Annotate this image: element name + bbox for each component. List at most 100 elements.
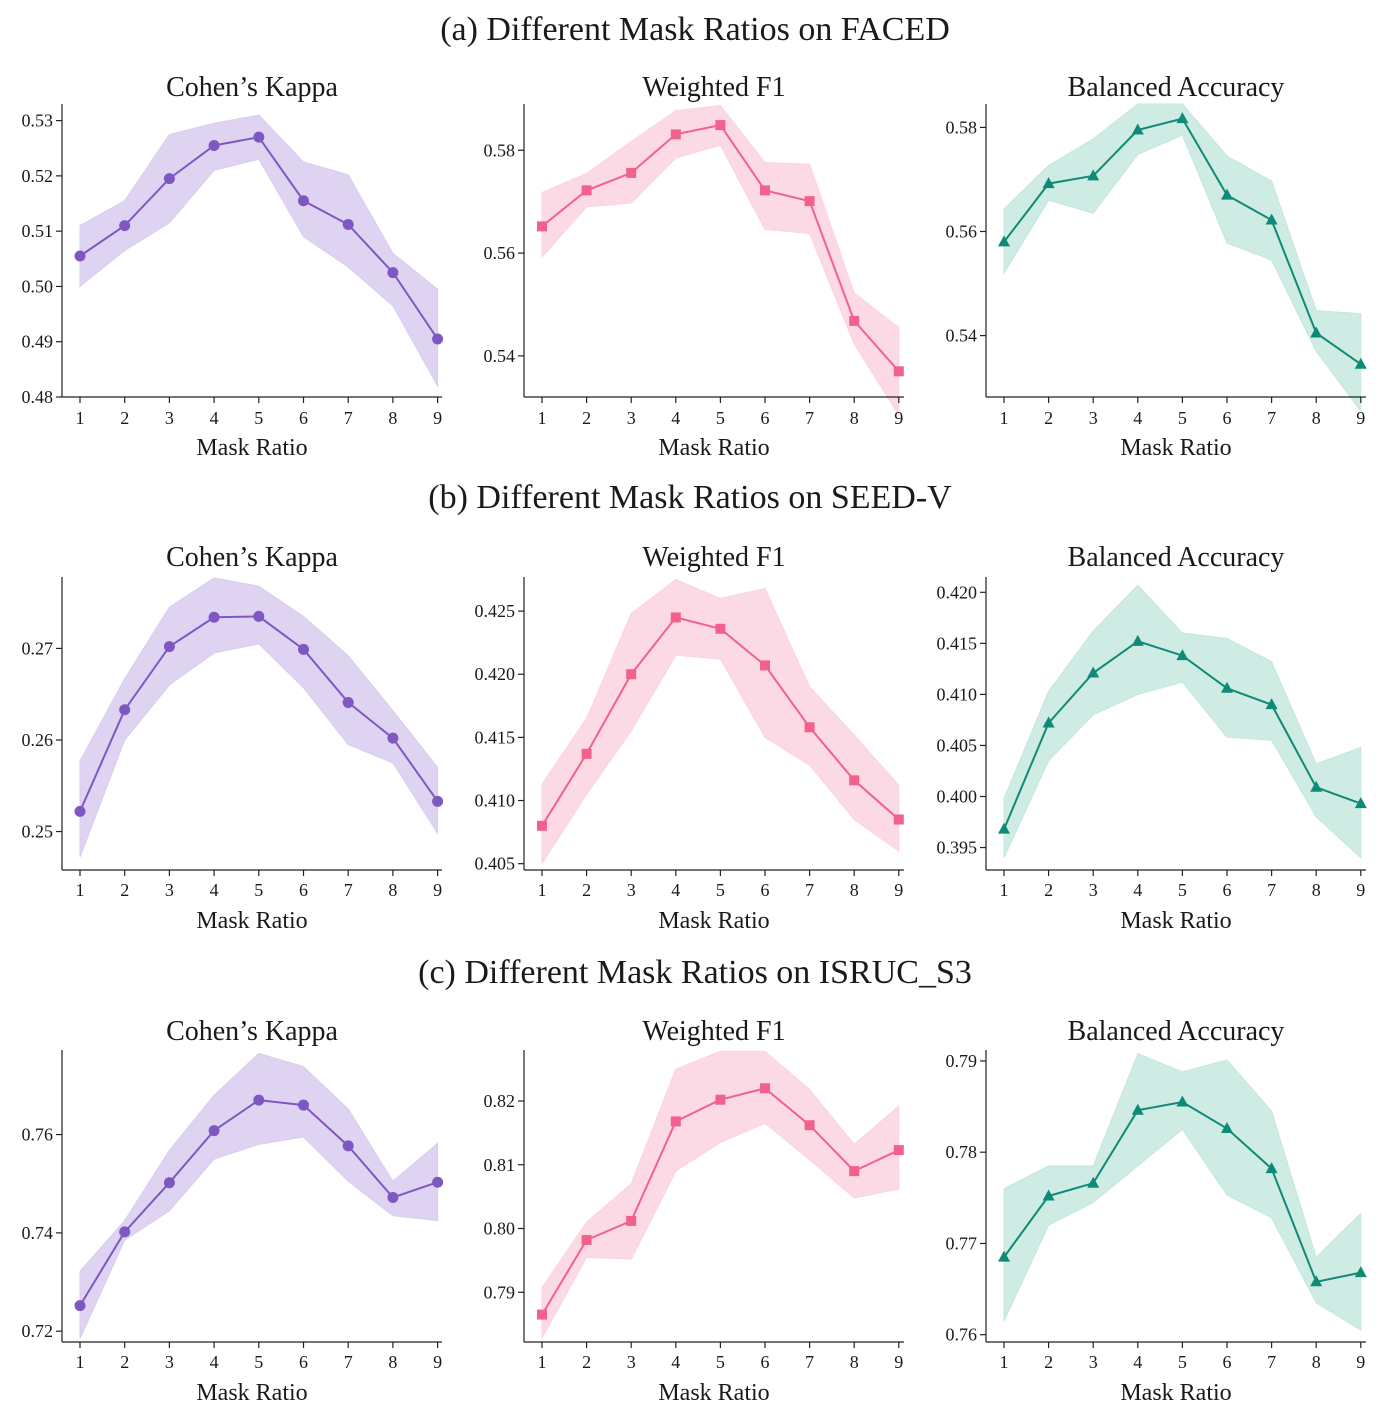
x-tick-label: 8 <box>388 1352 397 1372</box>
data-point <box>760 660 770 671</box>
y-tick-label: 0.48 <box>22 387 54 407</box>
chart-0-0: Cohen’s Kappa 0.48 0.49 0.50 0.51 0.52 0.53 1 2 3… <box>22 72 444 461</box>
data-point <box>537 1309 547 1320</box>
y-tick-label: 0.82 <box>484 1091 516 1111</box>
data-point <box>387 1191 399 1203</box>
x-tick-label: 1 <box>76 880 85 900</box>
y-tick-label: 0.410 <box>937 684 978 704</box>
confidence-band <box>79 114 439 388</box>
data-point <box>253 610 265 622</box>
data-point <box>1176 1095 1189 1107</box>
y-tick-label: 0.395 <box>937 838 978 858</box>
x-tick-label: 5 <box>716 408 725 428</box>
x-axis-label: Mask Ratio <box>658 435 769 461</box>
x-tick-label: 7 <box>1267 408 1276 428</box>
data-point <box>298 195 309 207</box>
x-tick-label: 9 <box>894 880 903 900</box>
data-point <box>849 775 860 786</box>
data-point <box>893 814 904 825</box>
x-tick-label: 1 <box>538 1352 547 1372</box>
x-tick-label: 2 <box>120 408 129 428</box>
x-axis-label: Mask Ratio <box>196 908 307 934</box>
x-tick-label: 9 <box>1356 408 1365 428</box>
y-tick-label: 0.405 <box>937 735 978 755</box>
y-tick-label: 0.81 <box>484 1155 516 1175</box>
data-point <box>387 732 399 744</box>
chart-1-1: Weighted F1 0.405 0.410 0.415 0.420 0.425 1 2 3 4… <box>475 542 904 934</box>
data-point <box>342 696 354 708</box>
data-point <box>163 1177 175 1189</box>
x-axis-label: Mask Ratio <box>1120 435 1231 461</box>
x-tick-label: 4 <box>210 1352 219 1372</box>
data-point <box>1042 716 1055 728</box>
x-tick-label: 7 <box>1267 880 1276 900</box>
data-point <box>626 1215 637 1226</box>
y-tick-label: 0.26 <box>22 730 54 750</box>
y-tick-label: 0.56 <box>946 222 978 242</box>
chart-2-2: Balanced Accuracy 0.76 0.77 0.78 0.79 1 2 3 4 5 6 7… <box>946 1016 1367 1406</box>
x-tick-label: 2 <box>120 880 129 900</box>
x-tick-label: 1 <box>76 408 85 428</box>
x-tick-label: 9 <box>433 408 442 428</box>
data-point <box>1221 1121 1233 1133</box>
x-tick-label: 1 <box>1000 880 1009 900</box>
x-tick-label: 3 <box>165 880 174 900</box>
chart-0-2: Balanced Accuracy 0.54 0.56 0.58 1 2 3 4 5 6 7 8 9 Ma… <box>946 72 1367 461</box>
x-tick-label: 3 <box>165 408 174 428</box>
x-tick-label: 4 <box>210 880 219 900</box>
chart-title: Balanced Accuracy <box>1068 72 1285 103</box>
x-tick-label: 3 <box>1089 1352 1098 1372</box>
data-point <box>715 1094 726 1105</box>
chart-title: Balanced Accuracy <box>1068 1016 1285 1047</box>
y-tick-label: 0.54 <box>946 326 978 346</box>
data-point <box>253 1094 265 1106</box>
x-tick-label: 7 <box>1267 1352 1276 1372</box>
x-tick-label: 9 <box>1356 1352 1365 1372</box>
data-point <box>998 822 1010 834</box>
x-tick-label: 8 <box>1312 1352 1321 1372</box>
confidence-band <box>1003 584 1362 859</box>
data-point <box>208 139 220 151</box>
data-point <box>74 805 86 817</box>
y-tick-label: 0.53 <box>22 111 54 131</box>
data-point <box>581 748 592 759</box>
x-tick-label: 6 <box>1223 1352 1232 1372</box>
chart-title: Balanced Accuracy <box>1068 542 1285 573</box>
data-point <box>1087 1176 1100 1188</box>
y-tick-label: 0.415 <box>937 633 978 653</box>
x-tick-label: 3 <box>1089 408 1098 428</box>
x-tick-label: 9 <box>894 1352 903 1372</box>
x-tick-label: 6 <box>761 1352 770 1372</box>
data-point <box>1176 649 1189 661</box>
data-point <box>670 612 681 623</box>
x-tick-label: 4 <box>671 408 680 428</box>
x-tick-label: 3 <box>627 408 636 428</box>
x-axis-label: Mask Ratio <box>658 1380 769 1406</box>
chart-title: Cohen’s Kappa <box>166 1016 338 1047</box>
data-point <box>298 643 309 655</box>
y-tick-label: 0.420 <box>937 582 978 602</box>
data-point <box>432 1176 444 1188</box>
y-tick-label: 0.56 <box>484 243 516 263</box>
x-tick-label: 1 <box>538 880 547 900</box>
data-point <box>715 623 726 634</box>
y-tick-label: 0.49 <box>22 332 54 352</box>
chart-1-2: Balanced Accuracy 0.395 0.400 0.405 0.410 0.4… <box>937 542 1367 934</box>
x-tick-label: 7 <box>344 1352 353 1372</box>
data-point <box>998 1250 1010 1262</box>
y-tick-label: 0.51 <box>22 221 54 241</box>
data-point <box>804 196 815 207</box>
x-tick-label: 6 <box>299 408 308 428</box>
x-tick-label: 7 <box>805 880 814 900</box>
data-point <box>74 250 86 262</box>
x-tick-label: 1 <box>1000 408 1009 428</box>
chart-0-1: Weighted F1 0.54 0.56 0.58 1 2 3 4 5 6 7 8 9 Mask Rat… <box>484 72 904 461</box>
x-axis-label: Mask Ratio <box>658 908 769 934</box>
data-point <box>1265 213 1278 225</box>
data-point <box>893 1145 904 1156</box>
data-point <box>208 1125 220 1137</box>
x-tick-label: 1 <box>538 408 547 428</box>
data-point <box>432 795 444 807</box>
x-tick-label: 6 <box>761 880 770 900</box>
